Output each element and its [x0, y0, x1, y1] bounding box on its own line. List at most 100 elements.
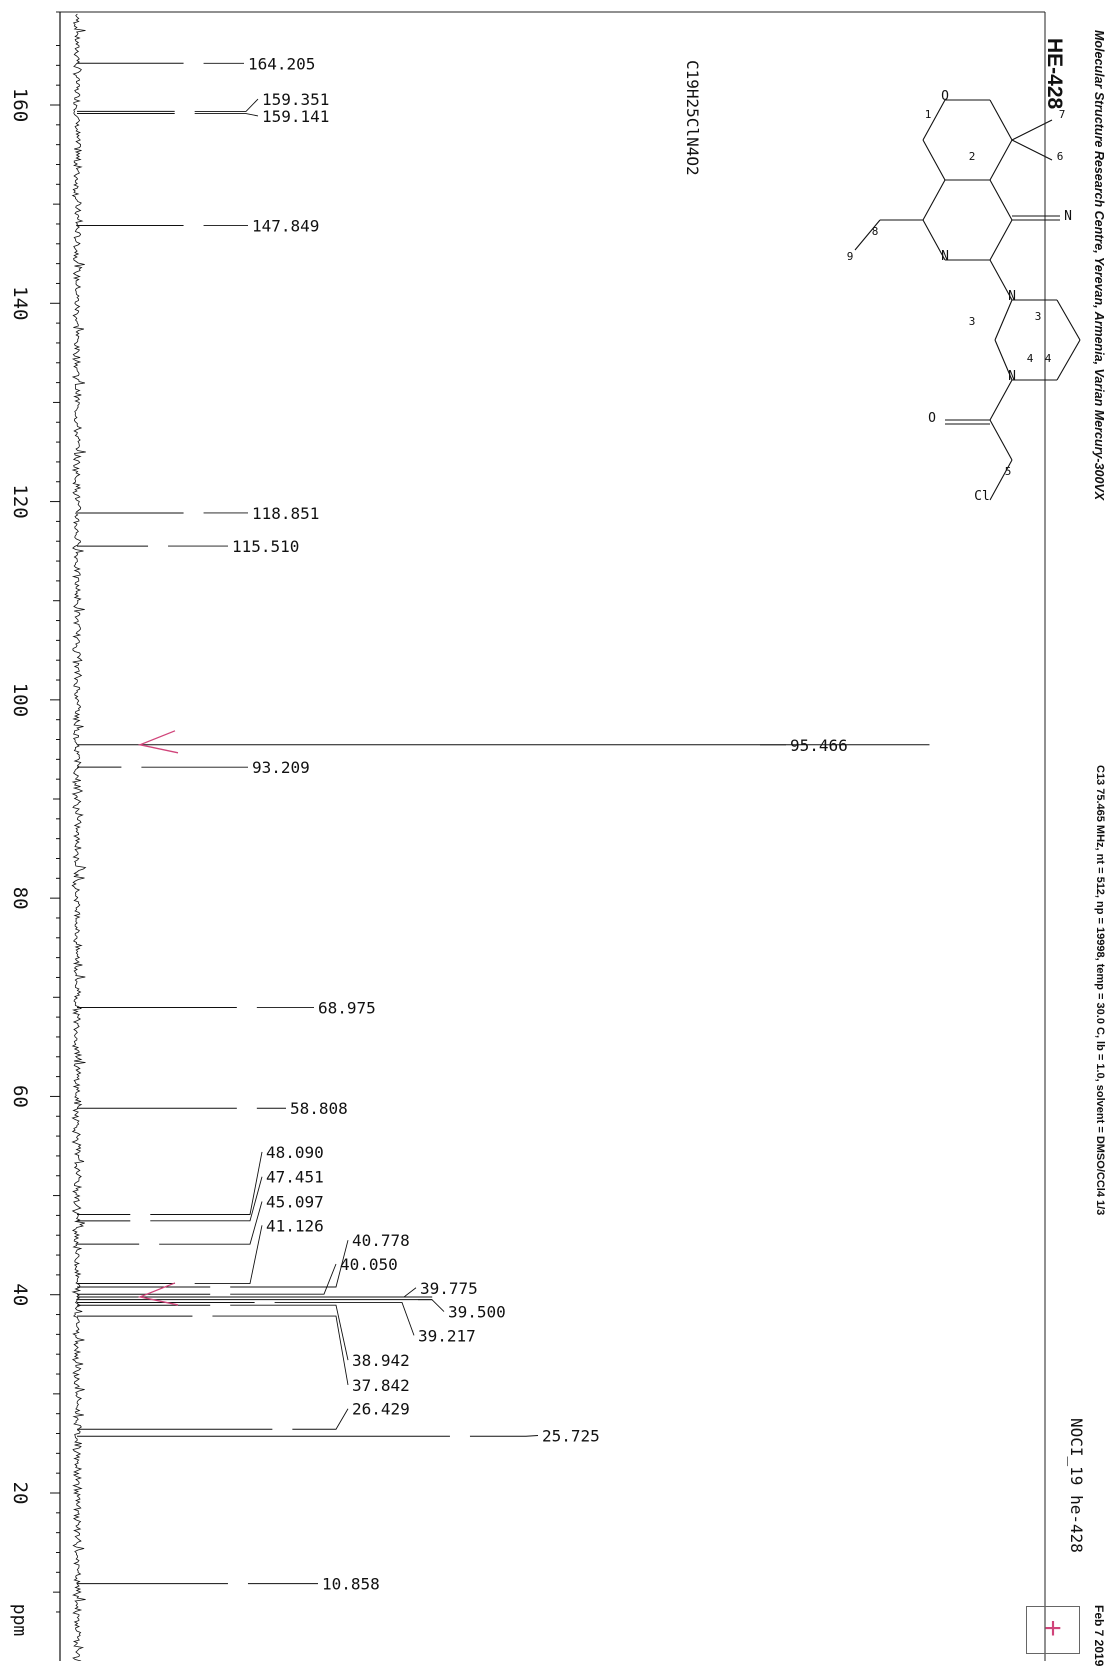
peak-leader: [469, 1435, 539, 1437]
structure-bond: [989, 179, 1013, 221]
peak-label: 41.126: [266, 1216, 324, 1235]
structure-position-number: 3: [1035, 310, 1042, 323]
peak-label: 39.500: [448, 1303, 506, 1322]
structure-bond: [994, 339, 1013, 381]
peak-label: 47.451: [266, 1168, 324, 1187]
structure-bond: [994, 299, 1013, 341]
structure-atom-label: O: [941, 89, 949, 104]
structure-position-number: 4: [1045, 352, 1052, 365]
peak-leader: [292, 1408, 349, 1430]
peak-label: 164.205: [248, 54, 315, 73]
peak-leader: [274, 1302, 415, 1336]
structure-bond: [989, 219, 1013, 261]
peak-leader: [194, 113, 259, 117]
axis-unit-label: ppm: [9, 1604, 30, 1637]
axis-tick-label: 60: [9, 1085, 31, 1108]
solvent-mark: [137, 730, 179, 754]
peak-label: 95.466: [790, 736, 848, 755]
peak-leader: [230, 1263, 337, 1295]
peak-label: 40.778: [352, 1231, 410, 1250]
structure-atom-label: N: [1064, 209, 1072, 224]
acquisition-date: Feb 7 2019: [1092, 1605, 1106, 1666]
axis-tick-label: 20: [9, 1482, 31, 1505]
structure-atom-label: Cl: [974, 489, 990, 504]
structure-position-number: 1: [925, 108, 932, 121]
axis-tick-label: 40: [9, 1283, 31, 1306]
plus-stamp: +: [1026, 1606, 1080, 1654]
structure-bond: [989, 259, 1013, 301]
peak-leader: [159, 1201, 263, 1245]
structure-bond: [922, 139, 946, 181]
solvent-mark: [137, 1282, 179, 1306]
peak-label: 68.975: [318, 998, 376, 1017]
peak-label: 159.141: [262, 107, 329, 126]
peak-leader: [418, 1299, 445, 1312]
peak-label: 93.209: [252, 758, 310, 777]
peak-leader: [230, 1240, 349, 1288]
peak-leader: [150, 1151, 263, 1215]
peak-label: 39.775: [420, 1279, 478, 1298]
peak-leader: [230, 1304, 349, 1361]
peak-label: 48.090: [266, 1143, 324, 1162]
peak-label: 37.842: [352, 1376, 410, 1395]
baseline-noise: [71, 13, 87, 1661]
peak-label: 147.849: [252, 216, 319, 235]
structure-bond: [989, 459, 1013, 501]
peak-leader: [194, 1225, 263, 1285]
peak-label: 45.097: [266, 1193, 324, 1212]
structure-atom-label: O: [928, 411, 936, 426]
structure-bond: [989, 379, 1013, 421]
structure-bond: [922, 179, 946, 221]
peak-label: 58.808: [290, 1099, 348, 1118]
baseline-trace: [71, 13, 87, 1661]
peak-label: 10.858: [322, 1575, 380, 1594]
axis-tick-label: 100: [9, 683, 31, 717]
peak-label: 25.725: [542, 1426, 600, 1445]
molecule-structure: O N N N N O Cl 1 2 3 3 44 5 6 7 8 9: [847, 89, 1081, 504]
structure-position-number: 7: [1059, 108, 1066, 121]
structure-bond: [989, 139, 1013, 181]
structure-bond: [1056, 299, 1081, 341]
structure-position-number: 9: [847, 250, 854, 263]
ppm-axis: 160 140 120 100 80 60 40 20 ppm: [9, 12, 61, 1661]
peak-label: 159.351: [262, 90, 329, 109]
structure-bond: [989, 99, 1013, 141]
structure-bond: [989, 419, 1013, 461]
peak-leader: [150, 1176, 263, 1222]
lab-info: Molecular Structure Research Centre, Yer…: [1092, 30, 1106, 501]
structure-bond: [1011, 139, 1053, 161]
peak-leader: [194, 98, 259, 112]
structure-position-number: 4: [1027, 352, 1034, 365]
structure-bond: [854, 219, 881, 251]
axis-tick-label: 140: [9, 286, 31, 320]
peak-label: 118.851: [252, 504, 319, 523]
structure-atom-label: N: [941, 249, 949, 264]
structure-atom-label: N: [1008, 289, 1016, 304]
pink-annotations: [137, 730, 179, 1306]
peak-leader: [212, 1315, 349, 1386]
structure-position-number: 2: [969, 150, 976, 163]
axis-tick-label: 120: [9, 484, 31, 518]
structure-atom-label: N: [1008, 369, 1016, 384]
peak-label: 39.217: [418, 1326, 476, 1345]
structure-position-number: 5: [1005, 465, 1012, 478]
acquisition-params: C13 75.465 MHz, nt = 512, np = 19998, te…: [1094, 765, 1106, 1216]
structure-bond: [922, 219, 946, 261]
sample-id-title: HE-428: [1043, 38, 1066, 110]
structure-bond: [1011, 119, 1053, 141]
peak-label: 40.050: [340, 1255, 398, 1274]
structure-position-number: 3: [969, 315, 976, 328]
axis-tick-label: 160: [9, 88, 31, 122]
structure-bond: [1056, 339, 1081, 381]
peak-label: 26.429: [352, 1400, 410, 1419]
peak-label: 115.510: [232, 537, 299, 556]
molecular-formula: C19H25ClN4O2: [683, 60, 702, 176]
sample-name: NOCI_19 he-428: [1067, 1418, 1086, 1553]
axis-tick-label: 80: [9, 887, 31, 910]
structure-position-number: 6: [1057, 150, 1064, 163]
peak-label: 38.942: [352, 1351, 410, 1370]
structure-bond: [922, 99, 946, 141]
peak-leader: [390, 1287, 417, 1298]
